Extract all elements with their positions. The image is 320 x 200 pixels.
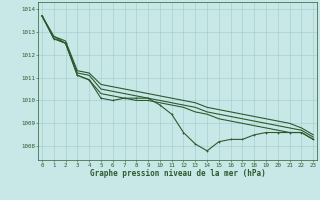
X-axis label: Graphe pression niveau de la mer (hPa): Graphe pression niveau de la mer (hPa) bbox=[90, 169, 266, 178]
